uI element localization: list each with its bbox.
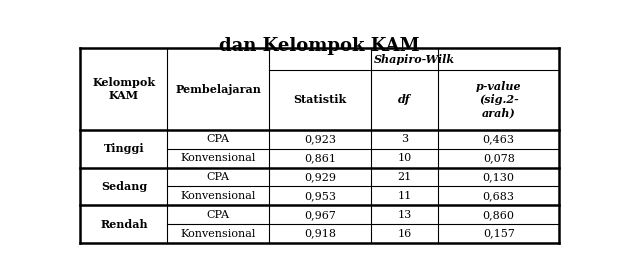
Text: 0,929: 0,929 <box>304 172 336 182</box>
Text: CPA: CPA <box>207 134 230 144</box>
Text: Sedang: Sedang <box>101 181 147 192</box>
Text: Rendah: Rendah <box>100 219 148 230</box>
Text: 3: 3 <box>401 134 408 144</box>
Text: 0,860: 0,860 <box>483 210 515 220</box>
Text: 0,923: 0,923 <box>304 134 336 144</box>
Text: 0,078: 0,078 <box>483 153 515 163</box>
Text: Shapiro-Wilk: Shapiro-Wilk <box>374 54 455 64</box>
Text: Tinggi: Tinggi <box>104 143 144 154</box>
Text: 0,157: 0,157 <box>483 229 515 239</box>
Text: 21: 21 <box>397 172 412 182</box>
Text: 0,861: 0,861 <box>304 153 336 163</box>
Text: 0,683: 0,683 <box>483 191 515 201</box>
Text: Konvensional: Konvensional <box>180 191 256 201</box>
Text: 10: 10 <box>397 153 412 163</box>
Text: Konvensional: Konvensional <box>180 153 256 163</box>
Text: 0,967: 0,967 <box>304 210 336 220</box>
Text: 11: 11 <box>397 191 412 201</box>
Text: 0,130: 0,130 <box>483 172 515 182</box>
Text: Statistik: Statistik <box>293 94 346 105</box>
Text: CPA: CPA <box>207 172 230 182</box>
Text: 13: 13 <box>397 210 412 220</box>
Text: Pembelajaran: Pembelajaran <box>175 83 261 95</box>
Text: 0,918: 0,918 <box>304 229 336 239</box>
Text: Kelompok
KAM: Kelompok KAM <box>92 77 155 101</box>
Text: 0,463: 0,463 <box>483 134 515 144</box>
Text: p-value
(sig.2-
arah): p-value (sig.2- arah) <box>476 81 522 118</box>
Text: df: df <box>398 94 411 105</box>
Text: 0,953: 0,953 <box>304 191 336 201</box>
Text: Konvensional: Konvensional <box>180 229 256 239</box>
Text: CPA: CPA <box>207 210 230 220</box>
Text: 16: 16 <box>397 229 412 239</box>
Text: dan Kelompok KAM: dan Kelompok KAM <box>220 37 420 54</box>
